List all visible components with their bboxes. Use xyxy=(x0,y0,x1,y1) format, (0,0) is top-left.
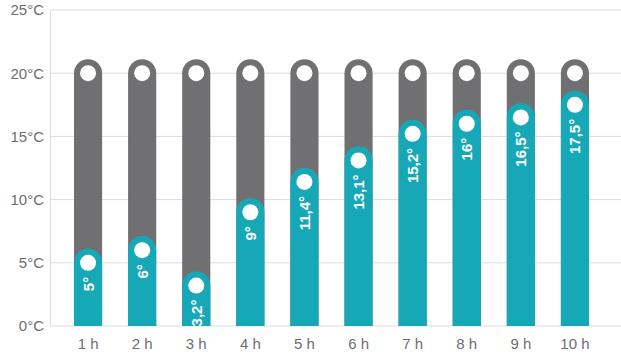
bar xyxy=(290,59,318,326)
bar-dot xyxy=(513,109,529,125)
bar-dot xyxy=(567,65,583,81)
y-axis-line xyxy=(50,11,51,327)
bar xyxy=(236,59,264,326)
bar-dot xyxy=(405,126,421,142)
x-tick-label: 10 h xyxy=(560,335,589,352)
y-tick: 20°C xyxy=(10,65,50,82)
bar xyxy=(344,146,372,326)
y-tick: 10°C xyxy=(10,191,50,208)
data-label: 13,1° xyxy=(350,174,367,209)
bar xyxy=(507,103,535,326)
bar-dot xyxy=(80,65,96,81)
x-tick: 3 h xyxy=(186,326,207,352)
y-tick-label: 0°C xyxy=(19,317,44,334)
bar xyxy=(236,198,264,326)
series xyxy=(74,91,589,326)
x-tick: 1 h xyxy=(78,326,99,352)
bar-dot xyxy=(296,65,312,81)
data-label: 11,4° xyxy=(296,196,313,230)
x-tick-label: 7 h xyxy=(402,335,423,352)
bar xyxy=(128,236,156,326)
y-tick-label: 10°C xyxy=(10,191,44,208)
x-tick-label: 6 h xyxy=(348,335,369,352)
bar xyxy=(182,271,210,326)
grid-line xyxy=(50,10,621,11)
data-label: 16,5° xyxy=(512,131,529,166)
x-tick: 10 h xyxy=(560,326,589,352)
y-tick-label: 5°C xyxy=(19,254,44,271)
y-axis: 0°C 5°C 10°C 15°C 20°C 25°C xyxy=(10,1,50,334)
y-tick: 0°C xyxy=(19,317,50,334)
x-tick: 5 h xyxy=(294,326,315,352)
x-tick: 4 h xyxy=(240,326,261,352)
data-labels: 5° 6° 3,2° 9° 11,4° 13,1° 15,2° 16° 16,5° 17,5° xyxy=(80,119,584,327)
x-tick: 8 h xyxy=(456,326,477,352)
bar-dot xyxy=(351,65,367,81)
bar xyxy=(399,120,427,326)
bar-dot xyxy=(459,65,475,81)
data-label: 15,2° xyxy=(404,148,421,183)
x-tick-label: 1 h xyxy=(78,335,99,352)
x-tick-label: 4 h xyxy=(240,335,261,352)
x-axis: 1 h 2 h 3 h 4 h 5 h 6 h 7 h 8 h 9 h 10 h xyxy=(78,326,590,352)
bar xyxy=(290,168,318,326)
bar xyxy=(507,59,535,326)
data-label: 16° xyxy=(458,138,475,161)
bar xyxy=(453,110,481,326)
bar-dot xyxy=(242,65,258,81)
y-tick-label: 20°C xyxy=(10,65,44,82)
bar-dot xyxy=(134,65,150,81)
data-label: 3,2° xyxy=(188,300,205,327)
y-tick-label: 25°C xyxy=(10,1,44,18)
x-tick: 6 h xyxy=(348,326,369,352)
x-tick: 2 h xyxy=(132,326,153,352)
x-tick-label: 8 h xyxy=(456,335,477,352)
series xyxy=(74,59,589,326)
bar-dot xyxy=(188,65,204,81)
x-tick-label: 2 h xyxy=(132,335,153,352)
bars xyxy=(74,59,589,326)
bar xyxy=(74,59,102,326)
bar-dot xyxy=(188,278,204,294)
chart: 0°C 5°C 10°C 15°C 20°C 25°C 1 h 2 h 3 h 4 h 5 h 6 h… xyxy=(0,0,621,357)
data-label: 6° xyxy=(134,264,151,278)
bar xyxy=(561,59,589,326)
bar-dot xyxy=(242,204,258,220)
bar-dot xyxy=(513,65,529,81)
y-tick-label: 15°C xyxy=(10,128,44,145)
bar xyxy=(182,59,210,326)
bar-dot xyxy=(80,255,96,271)
x-tick-label: 3 h xyxy=(186,335,207,352)
bar-dot xyxy=(351,152,367,168)
bar xyxy=(128,59,156,326)
x-tick-label: 9 h xyxy=(510,335,531,352)
bar xyxy=(561,91,589,326)
x-tick: 9 h xyxy=(510,326,531,352)
bar-dot xyxy=(296,174,312,190)
grid xyxy=(50,10,621,326)
bar xyxy=(74,249,102,326)
bar-dot xyxy=(567,97,583,113)
bar-dot xyxy=(134,242,150,258)
data-label: 9° xyxy=(242,226,259,240)
y-tick: 25°C xyxy=(10,1,50,18)
x-tick: 7 h xyxy=(402,326,423,352)
data-label: 17,5° xyxy=(566,119,583,154)
y-tick: 5°C xyxy=(19,254,50,271)
x-tick-label: 5 h xyxy=(294,335,315,352)
data-label: 5° xyxy=(80,277,97,291)
bar xyxy=(399,59,427,326)
bar xyxy=(453,59,481,326)
bar xyxy=(344,59,372,326)
bar-dot xyxy=(459,116,475,132)
y-tick: 15°C xyxy=(10,128,50,145)
bar-dot xyxy=(405,65,421,81)
